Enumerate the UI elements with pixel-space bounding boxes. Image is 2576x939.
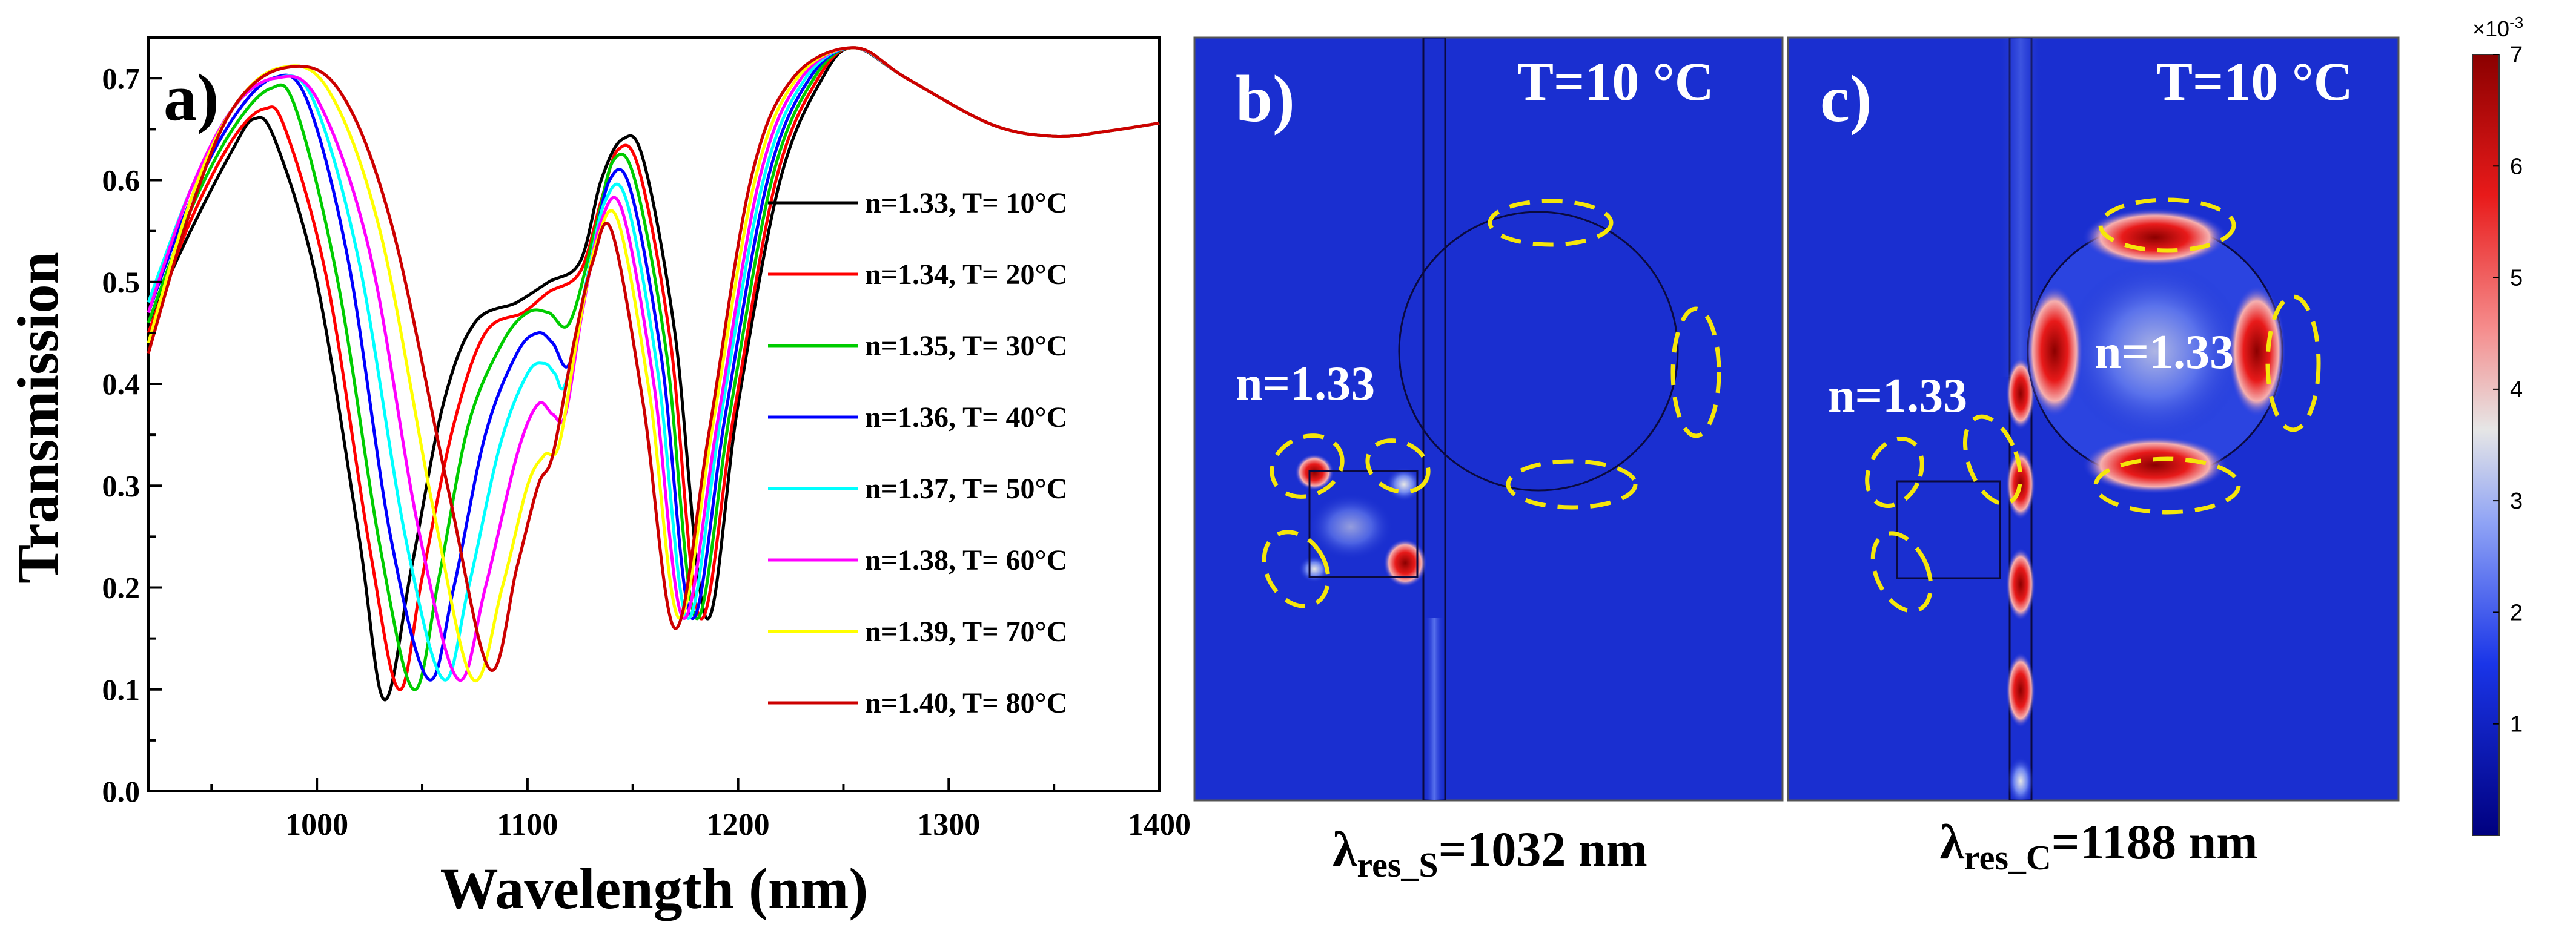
field-hotspot <box>2025 285 2084 418</box>
legend-label: n=1.33, T= 10°C <box>865 187 1067 219</box>
panel-c-temperature: T=10 °C <box>2156 52 2353 112</box>
field-hotspot <box>1295 454 1334 490</box>
y-tick-label: 0.1 <box>102 673 141 707</box>
legend-label: n=1.40, T= 80°C <box>865 687 1067 719</box>
legend-label: n=1.37, T= 50°C <box>865 473 1067 505</box>
highlight-ellipse <box>2265 294 2321 432</box>
x-tick-label: 1200 <box>707 808 770 842</box>
panel-a-chart: 1000 1100 1200 1300 1400 0.00.10.20.30.40.50… <box>5 36 1191 921</box>
panel-a-label: a) <box>164 61 219 134</box>
field-hotspot <box>1308 493 1393 560</box>
highlight-ellipse <box>2098 197 2236 253</box>
ring-resonator <box>1398 211 1679 492</box>
panel-c-caption: λres_C=1188 nm <box>1940 814 2258 877</box>
legend-label: n=1.39, T= 70°C <box>865 616 1067 648</box>
highlight-ellipse <box>1262 530 1331 608</box>
colorbar-exponent: ×10-3 <box>2472 13 2523 41</box>
field-hotspot <box>2082 436 2228 494</box>
bus-waveguide <box>1422 38 1446 800</box>
x-tick-label: 1300 <box>917 808 980 842</box>
highlight-ellipse <box>1365 438 1431 494</box>
legend-label: n=1.38, T= 60°C <box>865 544 1067 576</box>
panel-b-label: b) <box>1236 62 1295 136</box>
highlight-ellipse <box>1488 199 1614 247</box>
square-cavity <box>1896 480 2001 579</box>
waveguide-glow <box>1425 618 1444 800</box>
y-tick-label: 0.5 <box>102 265 141 299</box>
y-tick-label: 0.2 <box>102 571 141 605</box>
colorbar-tick-label: 7 <box>2510 42 2523 68</box>
y-axis: 0.0 0.1 0.2 0.3 0.4 0.5 0.6 0.7 <box>102 61 162 808</box>
legend-label: n=1.35, T= 30°C <box>865 330 1067 362</box>
panel-b-index-label: n=1.33 <box>1236 357 1375 410</box>
highlight-ellipse <box>1270 433 1345 499</box>
y-axis-title: Transmission <box>5 252 70 584</box>
x-tick-label: 1100 <box>497 808 558 842</box>
colorbar-tick-label: 4 <box>2510 377 2523 403</box>
field-hotspot <box>1299 556 1330 582</box>
field-hotspot <box>2006 653 2035 728</box>
y-tick-label: 0.7 <box>102 61 141 95</box>
legend-label: n=1.36, T= 40°C <box>865 401 1067 433</box>
colorbar: 1 2 3 4 5 6 7 ×10-3 <box>2472 13 2523 836</box>
y-tick-label: 0.6 <box>102 163 141 197</box>
x-tick-label: 1000 <box>285 808 348 842</box>
series-line-8 <box>147 46 1160 672</box>
bus-waveguide <box>2008 38 2033 800</box>
highlight-ellipse <box>1962 414 2023 506</box>
series-lines <box>147 46 1160 702</box>
colorbar-tick-label: 6 <box>2510 154 2523 179</box>
field-hotspot <box>2007 757 2034 800</box>
y-tick-label: 0.3 <box>102 469 141 502</box>
highlight-ellipse <box>1670 306 1721 438</box>
legend-label: n=1.34, T= 20°C <box>865 259 1067 291</box>
panel-b-background <box>1193 36 1784 802</box>
x-tick-label: 1400 <box>1128 808 1191 842</box>
panel-c-index-label-left: n=1.33 <box>1828 369 1967 423</box>
x-axis-title: Wavelength (nm) <box>440 856 869 921</box>
ring-inner-glow <box>2064 260 2246 442</box>
field-hotspot <box>1383 539 1427 587</box>
colorbar-tick-label: 3 <box>2510 489 2523 514</box>
colorbar-tick-label: 2 <box>2510 600 2523 625</box>
colorbar-tick-label: 1 <box>2510 712 2523 737</box>
panel-c-field-map: c) T=10 °C n=1.33 n=1.33 λres_C=1188 nm <box>1787 36 2400 877</box>
x-axis: 1000 1100 1200 1300 1400 <box>210 778 1191 842</box>
panel-c-label: c) <box>1820 62 1872 136</box>
panel-b-temperature: T=10 °C <box>1517 52 1714 112</box>
field-hotspot <box>2228 285 2286 418</box>
panel-b-field-map: b) T=10 °C n=1.33 λres_S=1032 nm <box>1193 36 1784 885</box>
panel-b-caption: λres_S=1032 nm <box>1333 822 1647 885</box>
legend: n=1.33, T= 10°C n=1.34, T= 20°C n=1.35, T=… <box>768 187 1067 719</box>
highlight-ellipse <box>1870 531 1933 613</box>
y-tick-label: 0.0 <box>102 774 141 808</box>
colorbar-tick-label: 5 <box>2510 266 2523 291</box>
field-hotspot <box>2082 208 2228 266</box>
y-tick-label: 0.4 <box>102 367 141 401</box>
panel-c-index-label-ring: n=1.33 <box>2094 326 2234 379</box>
highlight-ellipse <box>1506 459 1638 510</box>
colorbar-ticks: 1 2 3 4 5 6 7 <box>2493 42 2523 737</box>
colorbar-gradient <box>2472 54 2500 836</box>
highlight-ellipse <box>2093 456 2241 515</box>
field-hotspot <box>2006 548 2035 621</box>
